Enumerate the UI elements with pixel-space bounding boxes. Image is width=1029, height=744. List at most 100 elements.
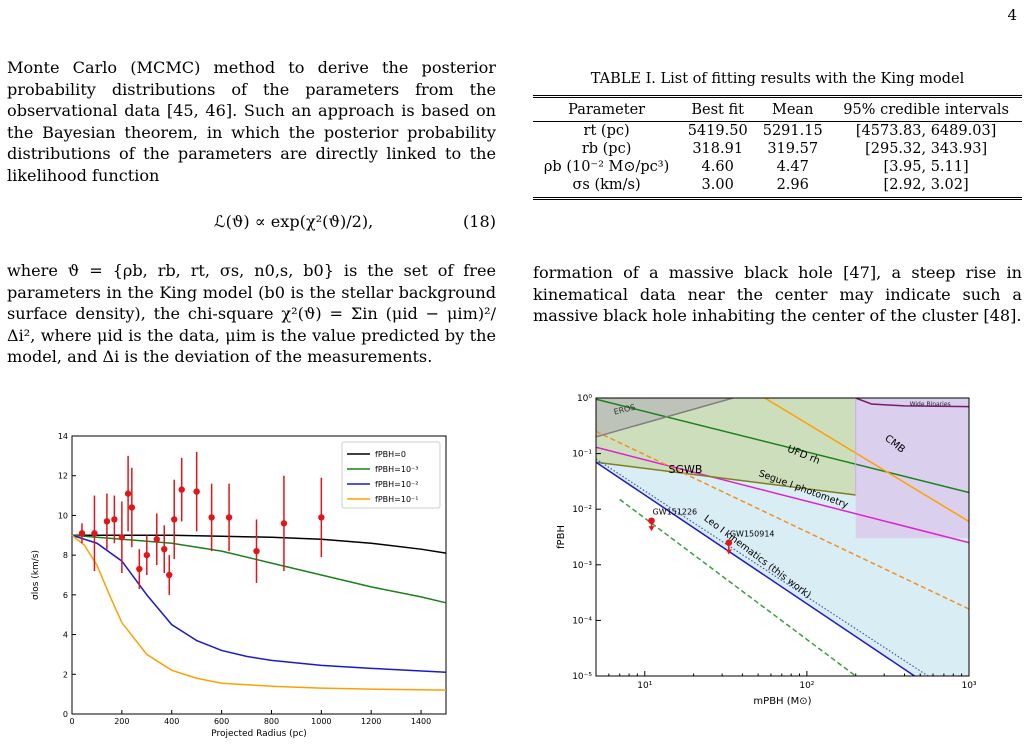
y-tick-label: 6 (63, 591, 68, 600)
table-cell: 318.91 (692, 141, 744, 157)
table-header: Parameter (568, 101, 646, 118)
gw-point (648, 517, 655, 525)
x-tick-label: 400 (164, 717, 179, 726)
data-point (128, 504, 136, 511)
exclusion-line-leo (596, 461, 916, 676)
x-tick-label: 1200 (361, 717, 381, 726)
legend-label: fPBH=10⁻³ (375, 465, 418, 474)
model-curve (71, 534, 447, 604)
wide-binaries-boundary (855, 398, 969, 408)
x-axis-label: Projected Radius (pc) (211, 729, 307, 739)
data-point (78, 530, 86, 537)
table-cell: rb (pc) (581, 141, 632, 157)
data-point (124, 490, 132, 497)
table-row: rb (pc) 318.91 319.57 [295.32, 343.93] (533, 140, 1022, 158)
table-cell: ρb (10⁻² M⊙/pc³) (543, 159, 670, 175)
y-tick-label: 14 (58, 432, 68, 441)
model-curve (71, 534, 447, 674)
y-tick-label: 0 (63, 710, 68, 719)
table-cell: [295.32, 343.93] (865, 141, 988, 157)
x-tick-label: 200 (114, 717, 129, 726)
x-tick-label: 10¹ (637, 681, 652, 691)
table-caption: TABLE I. List of fitting results with th… (590, 71, 965, 87)
gw-arrowhead (648, 526, 655, 532)
y-tick-label: 10⁻⁴ (572, 616, 592, 626)
exclusion-line-segue (596, 446, 969, 544)
data-point (91, 530, 98, 537)
x-tick-label: 0 (69, 717, 74, 726)
y-tick-label: 10⁻² (572, 505, 592, 515)
sgwb-region (596, 398, 856, 495)
table-cell: [2.92, 3.02] (830, 176, 1022, 200)
data-point (166, 571, 173, 579)
x-axis-label: mPBH (M⊙) (753, 696, 811, 707)
table-row: rt (pc) 5419.50 5291.15 [4573.83, 6489.0… (533, 122, 1022, 141)
y-tick-label: 8 (63, 551, 68, 560)
equation-number: (18) (462, 212, 496, 231)
table-cell: 5419.50 (687, 123, 748, 139)
right-column-paragraph: formation of a massive black hole [47], … (533, 263, 1022, 325)
x-tick-label: 10³ (961, 681, 976, 691)
gw-point-label: GW150914 (730, 530, 775, 539)
table-cell: 5291.15 (762, 123, 823, 139)
y-tick-label: 10⁻³ (572, 561, 592, 571)
y-tick-label: 10 (58, 511, 68, 520)
data-point (161, 545, 168, 553)
table-cell: 3.00 (680, 176, 756, 200)
exclusion-line-sgwb (596, 461, 856, 496)
data-point (318, 514, 325, 521)
equation-expression: ℒ(ϑ) ∝ exp(χ²(ϑ)/2), (214, 212, 374, 231)
table-cell: [4573.83, 6489.03] (855, 123, 997, 139)
y-tick-label: 10⁰ (577, 394, 592, 404)
table-cell: 319.57 (767, 141, 819, 157)
legend-label: fPBH=10⁻² (375, 480, 418, 489)
table-header: Best fit (691, 101, 744, 118)
x-tick-label: 10² (799, 681, 814, 691)
left-column-paragraph-1: Monte Carlo (MCMC) method to derive the … (7, 58, 496, 185)
y-tick-label: 12 (58, 472, 68, 481)
legend-label: fPBH=10⁻¹ (375, 495, 418, 504)
wide-binaries-label: Wide Binaries (910, 401, 951, 408)
table-header: 95% credible intervals (843, 101, 1009, 118)
table-header: Mean (772, 101, 814, 118)
table-cell: 2.96 (755, 176, 831, 200)
y-axis-label: σlos (km/s) (31, 550, 41, 600)
gw-point-label: GW151226 (653, 508, 698, 517)
model-curve (71, 534, 447, 691)
velocity-dispersion-chart: 0 200 400 600 800 1000 1200 1400 0 2 4 6 8 10 12 14 Proj… (31, 432, 447, 739)
data-point (253, 547, 260, 555)
data-point (193, 488, 200, 495)
left-column-paragraph-2: where ϑ = {ρb, rb, rt, σs, n0,s, b0} is … (7, 261, 496, 366)
gw-point (725, 539, 733, 546)
table-cell: σs (km/s) (533, 176, 681, 200)
data-point (225, 514, 233, 521)
table-row: ρb (10⁻² M⊙/pc³) 4.60 4.47 [3.95, 5.11] (533, 158, 1022, 176)
exclusion-line-dotted (596, 458, 930, 676)
data-point (208, 514, 215, 521)
wide-binaries-region (855, 398, 969, 539)
page-number: 4 (1007, 6, 1017, 24)
exclusion-line-cmb (764, 398, 969, 523)
data-point (171, 516, 178, 523)
data-point (103, 518, 111, 525)
y-tick-label: 10⁻⁵ (572, 672, 592, 682)
data-point (153, 536, 160, 543)
gw-arrowhead (725, 549, 732, 555)
y-tick-label: 10⁻¹ (572, 450, 592, 460)
data-point (143, 551, 150, 559)
data-point (136, 565, 143, 573)
y-axis-label: fPBH (556, 525, 567, 549)
exclusion-line-eros (596, 398, 734, 438)
data-point (280, 520, 288, 527)
table-cell: 4.60 (701, 159, 734, 175)
legend-box (341, 441, 441, 509)
table-cell: [3.95, 5.11] (883, 159, 969, 175)
sgwb-label: SGWB (668, 463, 702, 476)
model-curve (72, 534, 447, 554)
plot-frame (595, 397, 970, 677)
y-tick-label: 2 (63, 670, 68, 679)
exclusion-line-dashed-orange (596, 430, 969, 610)
exclusion-line-dashed-green (619, 498, 857, 676)
